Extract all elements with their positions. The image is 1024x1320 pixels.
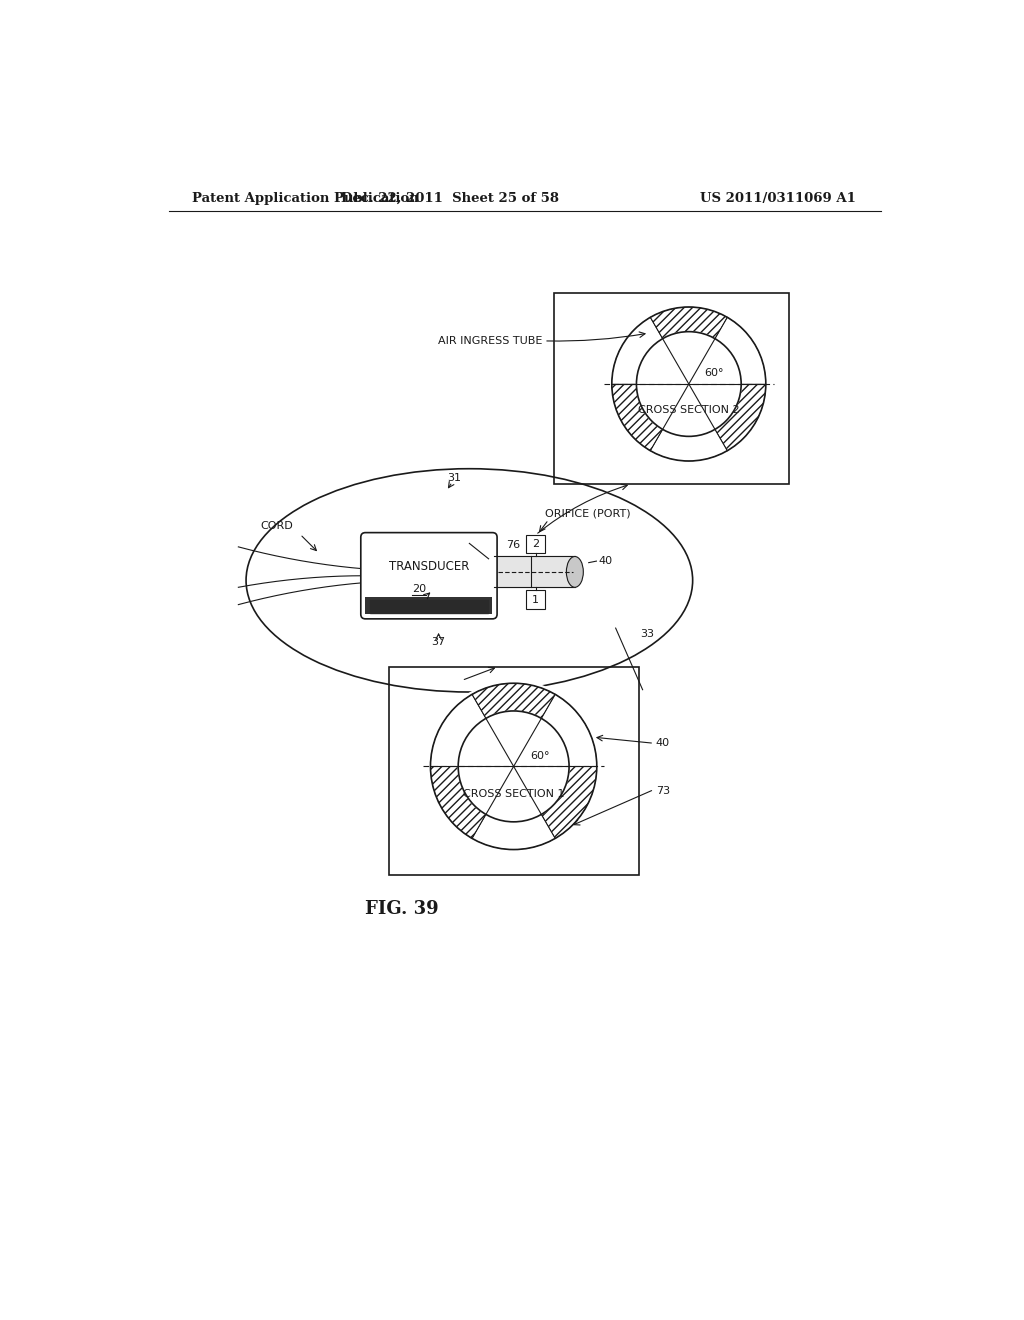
Wedge shape: [430, 694, 486, 767]
Text: 40: 40: [655, 738, 670, 748]
Text: 60°: 60°: [705, 368, 724, 379]
Text: 20: 20: [412, 583, 426, 594]
Text: US 2011/0311069 A1: US 2011/0311069 A1: [700, 191, 856, 205]
Wedge shape: [430, 767, 486, 838]
Text: ORIFICE (PORT): ORIFICE (PORT): [545, 508, 631, 519]
FancyBboxPatch shape: [554, 293, 788, 484]
Text: 40: 40: [598, 556, 612, 566]
FancyBboxPatch shape: [366, 597, 493, 614]
Circle shape: [609, 305, 768, 463]
FancyBboxPatch shape: [388, 667, 639, 874]
Wedge shape: [542, 767, 597, 838]
Wedge shape: [472, 814, 555, 850]
FancyBboxPatch shape: [360, 533, 497, 619]
Text: 37: 37: [431, 638, 445, 647]
Text: Patent Application Publication: Patent Application Publication: [193, 191, 419, 205]
Wedge shape: [715, 317, 766, 384]
Circle shape: [428, 681, 599, 851]
Circle shape: [645, 329, 653, 337]
Text: 60°: 60°: [530, 751, 550, 760]
Text: AIR INGRESS TUBE: AIR INGRESS TUBE: [438, 335, 543, 346]
Text: 2: 2: [532, 539, 540, 549]
Circle shape: [637, 331, 741, 437]
Wedge shape: [611, 317, 663, 384]
Text: 76: 76: [506, 540, 520, 550]
Text: Dec. 22, 2011  Sheet 25 of 58: Dec. 22, 2011 Sheet 25 of 58: [341, 191, 559, 205]
FancyBboxPatch shape: [526, 535, 545, 553]
Circle shape: [449, 730, 457, 738]
Text: CROSS SECTION 1: CROSS SECTION 1: [463, 789, 564, 799]
Wedge shape: [715, 384, 766, 450]
Ellipse shape: [566, 557, 584, 587]
Text: CORD: CORD: [260, 521, 293, 532]
Wedge shape: [650, 429, 727, 461]
Wedge shape: [472, 684, 555, 718]
Text: TRANSDUCER: TRANSDUCER: [389, 560, 469, 573]
Wedge shape: [611, 384, 663, 450]
Circle shape: [458, 711, 569, 822]
Text: FIG. 39: FIG. 39: [366, 900, 439, 919]
Wedge shape: [542, 694, 597, 767]
Text: 1: 1: [532, 594, 539, 605]
Text: 31: 31: [446, 473, 461, 483]
Text: 73: 73: [655, 785, 670, 796]
Text: CROSS SECTION 2: CROSS SECTION 2: [638, 405, 739, 416]
Wedge shape: [650, 308, 727, 339]
FancyBboxPatch shape: [526, 590, 545, 609]
Text: 33: 33: [640, 630, 654, 639]
